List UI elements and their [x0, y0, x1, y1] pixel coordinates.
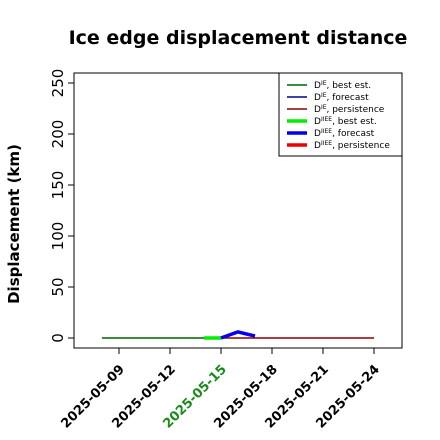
- y-tick-label: 250: [49, 69, 67, 98]
- y-tick-label: 150: [49, 171, 67, 200]
- y-tick-label: 200: [49, 120, 67, 149]
- y-tick-label: 0: [49, 333, 67, 343]
- y-tick-label: 50: [49, 277, 67, 296]
- series-layer: [102, 330, 374, 340]
- legend-label: DIIEE, best est.: [314, 116, 377, 127]
- plot-frame: [73, 72, 403, 349]
- y-axis: 0 50 100 150 200 250: [49, 69, 74, 343]
- legend-label: DIIEE, persistence: [314, 140, 390, 151]
- chart-title: Ice edge displacement distance: [69, 27, 408, 49]
- legend-label: DIE, persistence: [314, 104, 385, 115]
- legend-label: DIE, best est.: [314, 80, 371, 91]
- legend-label: DIIEE, forecast: [314, 128, 375, 139]
- x-axis: 2025-05-092025-05-122025-05-152025-05-18…: [58, 348, 383, 432]
- legend-box: [278, 72, 403, 157]
- y-tick-label: 100: [49, 222, 67, 251]
- legend-label: DIE, forecast: [314, 92, 369, 103]
- y-axis-label: Displacement (km): [5, 144, 23, 304]
- series-line-5: [220, 330, 256, 340]
